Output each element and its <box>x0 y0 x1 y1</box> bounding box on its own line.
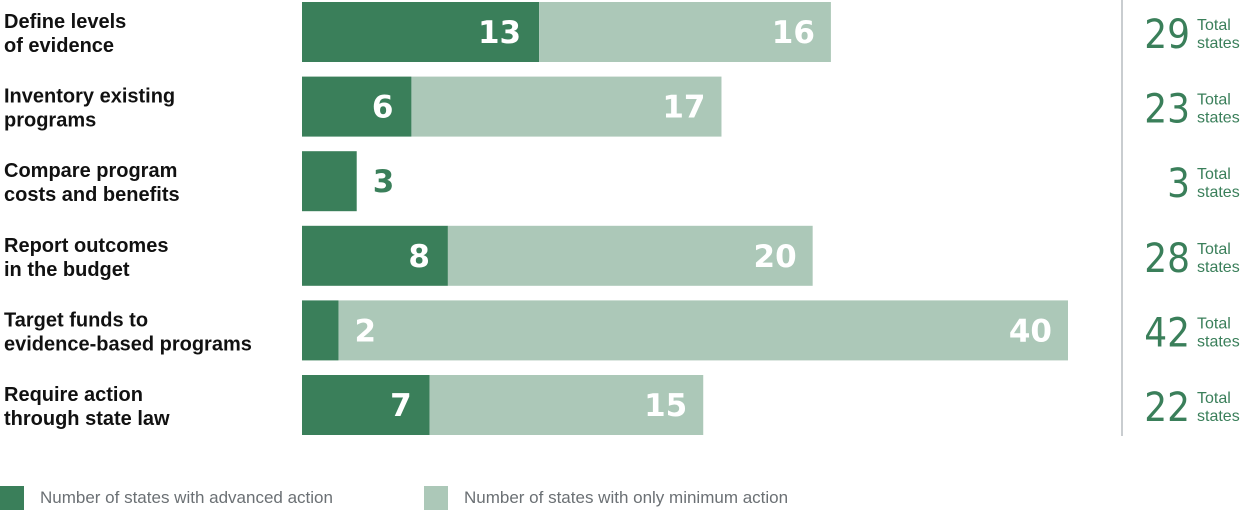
category-label-line: through state law <box>4 408 170 430</box>
total-label-line2: states <box>1197 35 1240 52</box>
bar-advanced <box>302 2 540 62</box>
legend-label-advanced: Number of states with advanced action <box>40 488 333 507</box>
data-label-advanced: 13 <box>478 15 521 51</box>
category-label: Target funds to evidence-based programs <box>4 309 252 355</box>
category-label-line: programs <box>4 110 96 132</box>
category-label-line: in the budget <box>4 259 130 281</box>
category-label-line: Report outcomes <box>4 235 168 257</box>
total-label-line2: states <box>1197 259 1240 276</box>
category-label-line: Define levels <box>4 11 126 33</box>
category-label: Require action through state law <box>4 384 170 430</box>
bar-area: Define levels of evidence 13 16 Inventory ex… <box>4 2 1068 435</box>
legend-item-minimum: Number of states with only minimum actio… <box>424 486 788 510</box>
category-label-line: Compare program <box>4 160 177 182</box>
category-label-line: evidence-based programs <box>4 333 252 355</box>
total-label-line1: Total <box>1197 390 1231 407</box>
bar-advanced <box>302 225 448 286</box>
total-label-line1: Total <box>1197 17 1231 34</box>
data-label-minimum: 40 <box>1009 313 1052 349</box>
category-label-line: of evidence <box>4 35 114 57</box>
total-label-line1: Total <box>1197 166 1231 183</box>
data-label-minimum: 17 <box>662 90 705 126</box>
bar-advanced <box>302 300 339 361</box>
category-label: Report outcomes in the budget <box>4 235 168 281</box>
total-value: 42 <box>1144 310 1190 356</box>
total-value: 29 <box>1144 12 1190 58</box>
bar-advanced <box>302 151 357 212</box>
bar-minimum <box>338 300 1068 361</box>
total-label-line2: states <box>1197 184 1240 201</box>
data-label-minimum: 15 <box>644 388 687 424</box>
total-label-line2: states <box>1197 110 1240 127</box>
category-label: Define levels of evidence <box>4 11 126 57</box>
total-label-line2: states <box>1197 333 1240 350</box>
data-label-advanced: 7 <box>390 388 412 424</box>
category-label: Inventory existing programs <box>4 86 175 132</box>
chart: Define levels of evidence 13 16 Inventory ex… <box>4 0 1240 436</box>
bar-minimum <box>539 2 831 62</box>
data-label-minimum: 20 <box>754 239 797 275</box>
bar-minimum <box>447 225 813 286</box>
total-value: 3 <box>1167 161 1190 207</box>
legend-label-minimum: Number of states with only minimum actio… <box>464 488 789 507</box>
category-label: Compare program costs and benefits <box>4 160 180 206</box>
bar-minimum <box>411 76 722 137</box>
category-label-line: Target funds to <box>4 309 148 331</box>
total-value: 23 <box>1144 87 1190 133</box>
total-value: 28 <box>1144 236 1190 282</box>
total-label-line1: Total <box>1197 315 1231 332</box>
data-label-advanced: 3 <box>373 164 395 200</box>
data-label-advanced: 6 <box>372 90 394 126</box>
data-label-minimum: 16 <box>772 15 815 51</box>
bar-minimum <box>429 375 704 435</box>
data-label-advanced: 8 <box>408 239 430 275</box>
bar-advanced <box>302 375 430 435</box>
category-label-line: Require action <box>4 384 143 406</box>
total-label-line2: states <box>1197 408 1240 425</box>
total-label-line1: Total <box>1197 92 1231 109</box>
data-label-advanced: 2 <box>354 313 376 349</box>
legend-swatch-minimum <box>424 486 448 510</box>
total-label-line1: Total <box>1197 241 1231 258</box>
total-value: 22 <box>1144 385 1190 431</box>
legend-swatch-advanced <box>0 486 24 510</box>
category-label-line: Inventory existing <box>4 86 175 108</box>
bar-advanced <box>302 76 412 137</box>
category-label-line: costs and benefits <box>4 184 180 206</box>
legend-item-advanced: Number of states with advanced action <box>0 486 333 510</box>
